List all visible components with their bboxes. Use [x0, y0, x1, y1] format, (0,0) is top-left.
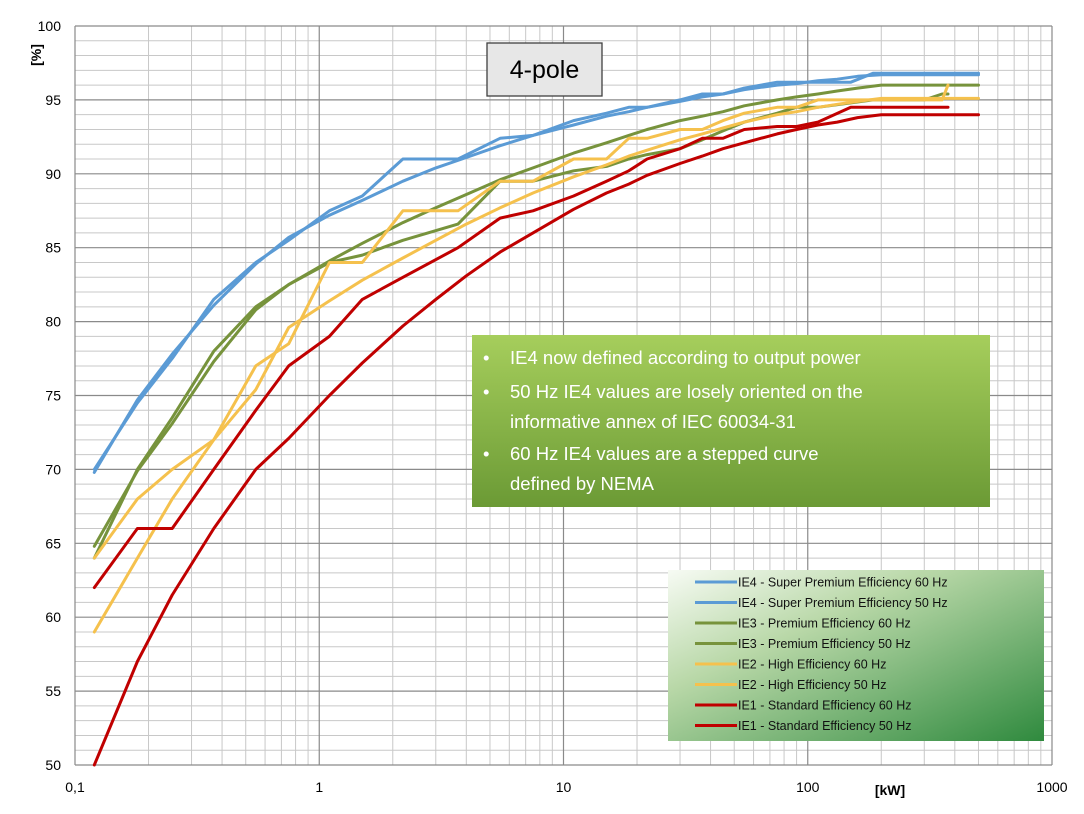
y-tick-label: 60	[45, 609, 61, 625]
y-tick-label: 90	[45, 166, 61, 182]
chart-title: 4-pole	[510, 56, 580, 84]
legend: IE4 - Super Premium Efficiency 60 Hz IE4 …	[668, 570, 1044, 741]
note-line-2: 50 Hz IE4 values are losely oriented on …	[510, 381, 863, 402]
y-axis-label: [%]	[28, 44, 44, 66]
tick-labels: 50 55 60 65 70 75 80 85 90 95 100 0,1 1 10 100 1000	[38, 18, 1068, 795]
note-line-3: informative annex of IEC 60034-31	[510, 411, 796, 432]
legend-entry: IE3 - Premium Efficiency 60 Hz	[738, 617, 911, 631]
note-line-5: defined by NEMA	[510, 473, 655, 494]
y-tick-label: 95	[45, 92, 61, 108]
note-bullet-1: •	[483, 347, 489, 368]
series-line-4	[92, 83, 980, 548]
y-tick-label: 80	[45, 314, 61, 330]
x-tick-label: 10	[556, 779, 572, 795]
note-line-4: 60 Hz IE4 values are a stepped curve	[510, 443, 819, 464]
legend-entry: IE4 - Super Premium Efficiency 50 Hz	[738, 596, 948, 610]
chart-title-box: 4-pole	[486, 42, 603, 97]
y-tick-label: 65	[45, 535, 61, 551]
y-tick-label: 75	[45, 388, 61, 404]
series-line-7	[92, 105, 950, 590]
x-tick-label: 1000	[1036, 779, 1067, 795]
x-tick-label: 0,1	[65, 779, 85, 795]
y-tick-label: 50	[45, 757, 61, 773]
legend-entry: IE2 - High Efficiency 50 Hz	[738, 678, 886, 692]
x-tick-label: 100	[796, 779, 820, 795]
y-tick-label: 85	[45, 240, 61, 256]
note-line-1: IE4 now defined according to output powe…	[510, 347, 861, 368]
series-line-2	[92, 73, 980, 474]
legend-entry: IE2 - High Efficiency 60 Hz	[738, 658, 886, 672]
note-bullet-3: •	[483, 443, 489, 464]
series-line-6	[92, 96, 980, 560]
x-tick-label: 1	[315, 779, 323, 795]
legend-entry: IE1 - Standard Efficiency 60 Hz	[738, 699, 911, 713]
legend-entry: IE4 - Super Premium Efficiency 60 Hz	[738, 576, 948, 590]
series-lines	[92, 71, 980, 767]
notes-box: • IE4 now defined according to output po…	[472, 335, 990, 507]
legend-entry: IE1 - Standard Efficiency 50 Hz	[738, 719, 911, 733]
legend-entry: IE3 - Premium Efficiency 50 Hz	[738, 637, 911, 651]
y-tick-label: 55	[45, 683, 61, 699]
note-bullet-2: •	[483, 381, 489, 402]
y-tick-label: 100	[38, 18, 62, 34]
series-line-8	[92, 113, 980, 767]
x-axis-label: [kW]	[875, 782, 905, 798]
y-tick-label: 70	[45, 461, 61, 477]
